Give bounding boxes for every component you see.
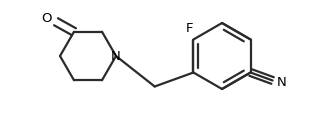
Text: N: N [111,50,121,63]
Text: F: F [186,22,193,35]
Text: O: O [42,12,52,25]
Text: N: N [277,75,286,88]
